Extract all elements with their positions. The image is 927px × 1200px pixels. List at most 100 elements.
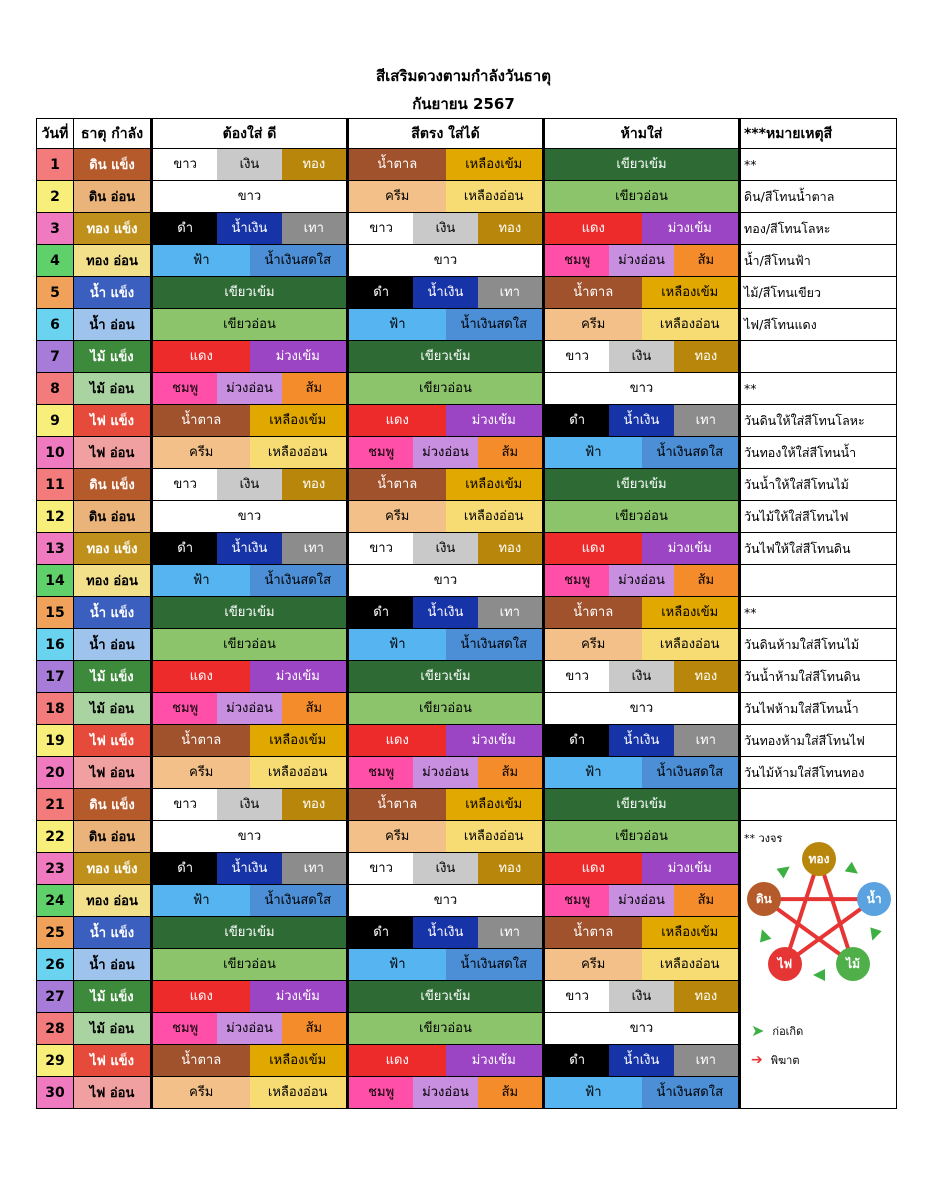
color-swatch: ทอง [281,469,345,500]
color-swatch: น้ำเงิน [217,853,282,884]
forbidden-colors-cell: น้ำตาล เหลืองเข้ม [542,596,741,629]
destroy-arrow [817,858,855,965]
element-cell: ทอง แข็ง [73,532,152,565]
generate-arrow [776,866,790,879]
color-swatch: น้ำตาล [350,789,446,820]
color-swatch: เขียวเข้ม [154,277,345,308]
color-swatch: น้ำเงิน [609,1045,674,1076]
forbidden-colors-cell: ขาว เงิน ทอง [542,340,741,373]
ok-colors-cell: เขียวเข้ม [346,660,545,693]
day-cell: 11 [36,468,74,501]
table-row: 17 ไม้ แข็ง แดง ม่วงเข้ม เขียวเข้ม ขาว เงิน ทอง… [36,660,897,693]
cycle-label: ** วงจร [744,832,783,845]
table-row: 11 ดิน แข็ง ขาว เงิน ทอง น้ำตาล เหลืองเข้ม เขีย… [36,468,897,501]
ok-colors-cell: ขาว [346,244,545,277]
color-swatch: ม่วงอ่อน [217,373,282,404]
color-swatch: เทา [673,1045,737,1076]
color-swatch: ขาว [546,981,610,1012]
forbidden-colors-cell: เขียวอ่อน [542,820,741,853]
color-swatch: ฟ้า [154,885,250,916]
day-cell: 6 [36,308,74,341]
color-swatch: เหลืองเข้ม [249,405,345,436]
color-swatch: เงิน [217,789,282,820]
color-swatch: เงิน [609,661,674,692]
color-swatch: เทา [281,533,345,564]
color-swatch: ม่วงอ่อน [413,1077,478,1108]
color-swatch: เทา [281,213,345,244]
color-swatch: ขาว [546,1013,737,1044]
color-swatch: ส้ม [281,1013,345,1044]
good-colors-cell: ขาว [150,820,349,853]
color-swatch: แดง [154,981,250,1012]
color-swatch: น้ำเงิน [413,597,478,628]
element-cell: ไฟ แข็ง [73,404,152,437]
day-cell: 17 [36,660,74,693]
element-cell: ดิน แข็ง [73,148,152,181]
note-cell: วันทองให้ใส่สีโทนน้ำ [739,436,897,469]
color-swatch: ขาว [546,661,610,692]
element-cell: ดิน แข็ง [73,468,152,501]
color-swatch: ครีม [546,629,642,660]
color-swatch: ทอง [477,853,541,884]
destroy-arrow [783,897,876,966]
color-swatch: ทอง [673,661,737,692]
color-swatch: ม่วงอ่อน [413,757,478,788]
element-cell: ไม้ อ่อน [73,1012,152,1045]
color-swatch: แดง [546,853,642,884]
ok-colors-cell: ขาว เงิน ทอง [346,532,545,565]
cycle-node: ทอง [802,842,836,876]
note-cell: วันไม้ให้ใส่สีโทนไฟ [739,500,897,533]
note-cell [739,564,897,597]
color-swatch: ม่วงเข้ม [641,853,737,884]
forbidden-colors-cell: ดำ น้ำเงิน เทา [542,724,741,757]
table-row: 6 น้ำ อ่อน เขียวอ่อน ฟ้า น้ำเงินสดใส ครีม เหลื… [36,308,897,341]
generate-arrow [759,929,772,943]
element-cell: น้ำ แข็ง [73,276,152,309]
good-colors-cell: ครีม เหลืองอ่อน [150,436,349,469]
table-row: 19 ไฟ แข็ง น้ำตาล เหลืองเข้ม แดง ม่วงเข้ม ดำ น้… [36,724,897,757]
forbidden-colors-cell: ครีม เหลืองอ่อน [542,308,741,341]
table-row: 13 ทอง แข็ง ดำ น้ำเงิน เทา ขาว เงิน ทอง แดง ม่วงเ… [36,532,897,565]
color-swatch: น้ำตาล [546,917,642,948]
color-swatch: ดำ [546,725,610,756]
day-cell: 22 [36,820,74,853]
element-cell: ไม้ อ่อน [73,692,152,725]
color-swatch: ขาว [154,821,345,852]
color-swatch: ทอง [281,149,345,180]
color-swatch: เหลืองเข้ม [641,597,737,628]
color-swatch: เหลืองเข้ม [249,1045,345,1076]
color-swatch: ฟ้า [546,437,642,468]
day-cell: 2 [36,180,74,213]
color-swatch: ดำ [154,533,218,564]
color-swatch: แดง [350,1045,446,1076]
forbidden-colors-cell: ดำ น้ำเงิน เทา [542,1044,741,1077]
ok-colors-cell: ชมพู ม่วงอ่อน ส้ม [346,1076,545,1109]
note-cell: วันน้ำให้ใส่สีโทนไม้ [739,468,897,501]
day-cell: 1 [36,148,74,181]
color-swatch: ชมพู [546,565,610,596]
color-swatch: ส้ม [673,885,737,916]
day-cell: 9 [36,404,74,437]
color-swatch: ชมพู [154,373,218,404]
color-swatch: เขียวเข้ม [154,597,345,628]
color-swatch: เหลืองอ่อน [445,501,541,532]
page-title: สีเสริมดวงตามกำลังวันธาตุ [376,67,551,85]
color-swatch: เขียวอ่อน [350,373,541,404]
good-colors-cell: น้ำตาล เหลืองเข้ม [150,404,349,437]
ok-colors-cell: เขียวเข้ม [346,980,545,1013]
color-swatch: เหลืองอ่อน [249,1077,345,1108]
color-swatch: เหลืองเข้ม [445,149,541,180]
element-cell: ไฟ แข็ง [73,724,152,757]
ok-colors-cell: ชมพู ม่วงอ่อน ส้ม [346,756,545,789]
color-swatch: น้ำเงินสดใส [249,885,345,916]
color-swatch: ดำ [546,1045,610,1076]
color-swatch: น้ำเงินสดใส [641,437,737,468]
color-swatch: ม่วงเข้ม [249,661,345,692]
ok-colors-cell: ดำ น้ำเงิน เทา [346,916,545,949]
color-swatch: เขียวเข้ม [546,149,737,180]
color-swatch: เขียวเข้ม [350,341,541,372]
generate-arrow [870,927,882,941]
forbidden-colors-cell: ขาว [542,372,741,405]
element-cell: ดิน อ่อน [73,180,152,213]
forbidden-colors-cell: น้ำตาล เหลืองเข้ม [542,916,741,949]
